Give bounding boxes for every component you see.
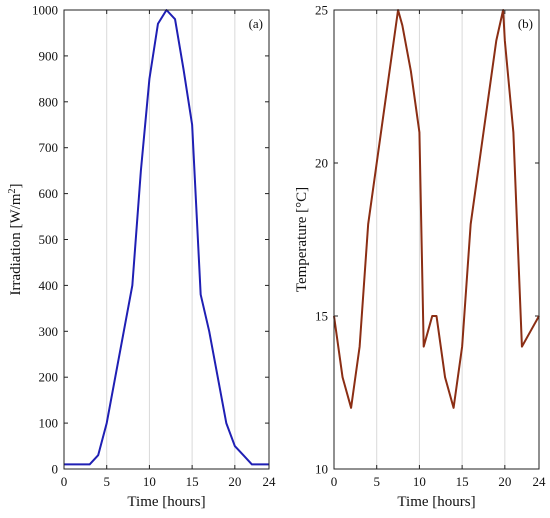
x-tick-label: 5 [103,474,110,489]
y-tick-label: 300 [39,324,59,339]
panel-label: (a) [249,16,263,31]
y-tick-label: 25 [315,3,328,18]
irradiation-chart: 0 5 10 15 20 24 0 100 200 300 400 500 600 700 800 900 10… [7,3,277,511]
y-tick-label: 0 [52,462,59,477]
x-tick-label: 24 [533,474,547,489]
x-tick-label: 15 [456,474,469,489]
x-axis-label: Time [hours] [127,494,205,510]
y-tick-label: 200 [39,370,59,385]
x-tick-label: 24 [263,474,277,489]
y-axis-label: Irradiation [W/m2] [7,183,25,295]
y-axis-label: Temperature [°C] [294,187,310,292]
y-tick-label: 100 [39,416,59,431]
series-line [333,9,540,409]
temperature-chart: 0 5 10 15 20 24 10 15 20 25 (b) Time [hours] Tempera… [294,3,546,511]
axes-frame [333,9,540,470]
y-tick-label: 800 [39,94,59,109]
x-tick-label: 10 [143,474,156,489]
y-tick-label: 10 [315,462,328,477]
x-axis-label: Time [hours] [397,494,475,510]
y-tick-label: 700 [39,140,59,155]
axes-frame [63,9,270,470]
x-tick-label: 20 [498,474,511,489]
y-tick-label: 500 [39,232,59,247]
x-tick-label: 0 [331,474,338,489]
x-tick-label: 15 [186,474,199,489]
y-tick-label: 15 [315,309,328,324]
x-tick-label: 5 [373,474,380,489]
y-tick-label: 600 [39,186,59,201]
x-tick-label: 0 [61,474,68,489]
x-tick-label: 20 [228,474,241,489]
y-tick-label: 400 [39,278,59,293]
x-tick-label: 10 [413,474,426,489]
y-tick-label: 900 [39,48,59,63]
y-tick-label: 1000 [32,3,58,18]
y-tick-label: 20 [315,156,328,171]
panel-label: (b) [518,16,533,31]
plot-area [64,10,269,469]
